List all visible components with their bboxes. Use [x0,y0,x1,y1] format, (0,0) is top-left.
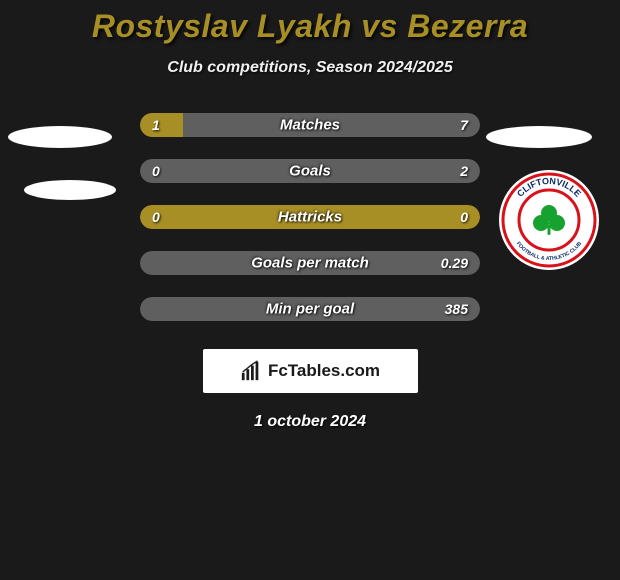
stat-row: Min per goal 385 [140,297,480,321]
stat-value-right: 0.29 [441,255,468,271]
site-name: FcTables.com [268,361,380,381]
stat-label: Goals [289,163,331,180]
stat-row: Hattricks 0 0 [140,205,480,229]
player-placeholder-icon [8,126,112,148]
stat-value-right: 7 [460,117,468,133]
stat-value-left: 1 [152,117,160,133]
site-branding: FcTables.com [203,349,418,393]
stat-row: Goals 0 2 [140,159,480,183]
bar-chart-icon [240,360,262,382]
stat-label: Hattricks [278,209,342,226]
stat-label: Matches [280,117,340,134]
player-placeholder-icon [486,126,592,148]
subtitle: Club competitions, Season 2024/2025 [0,59,620,77]
stat-row: Goals per match 0.29 [140,251,480,275]
stat-label: Goals per match [251,255,369,272]
stat-value-right: 0 [460,209,468,225]
stat-value-left: 0 [152,209,160,225]
stat-label: Min per goal [266,301,354,318]
stat-row: Matches 1 7 [140,113,480,137]
club-crest-icon: CLIFTONVILLE FOOTBALL & ATHLETIC CLUB [499,170,599,270]
stat-value-right: 385 [445,301,468,317]
stat-value-left: 0 [152,163,160,179]
player-placeholder-icon [24,180,116,200]
stat-value-right: 2 [460,163,468,179]
page-title: Rostyslav Lyakh vs Bezerra [0,8,620,45]
date-label: 1 october 2024 [0,413,620,431]
